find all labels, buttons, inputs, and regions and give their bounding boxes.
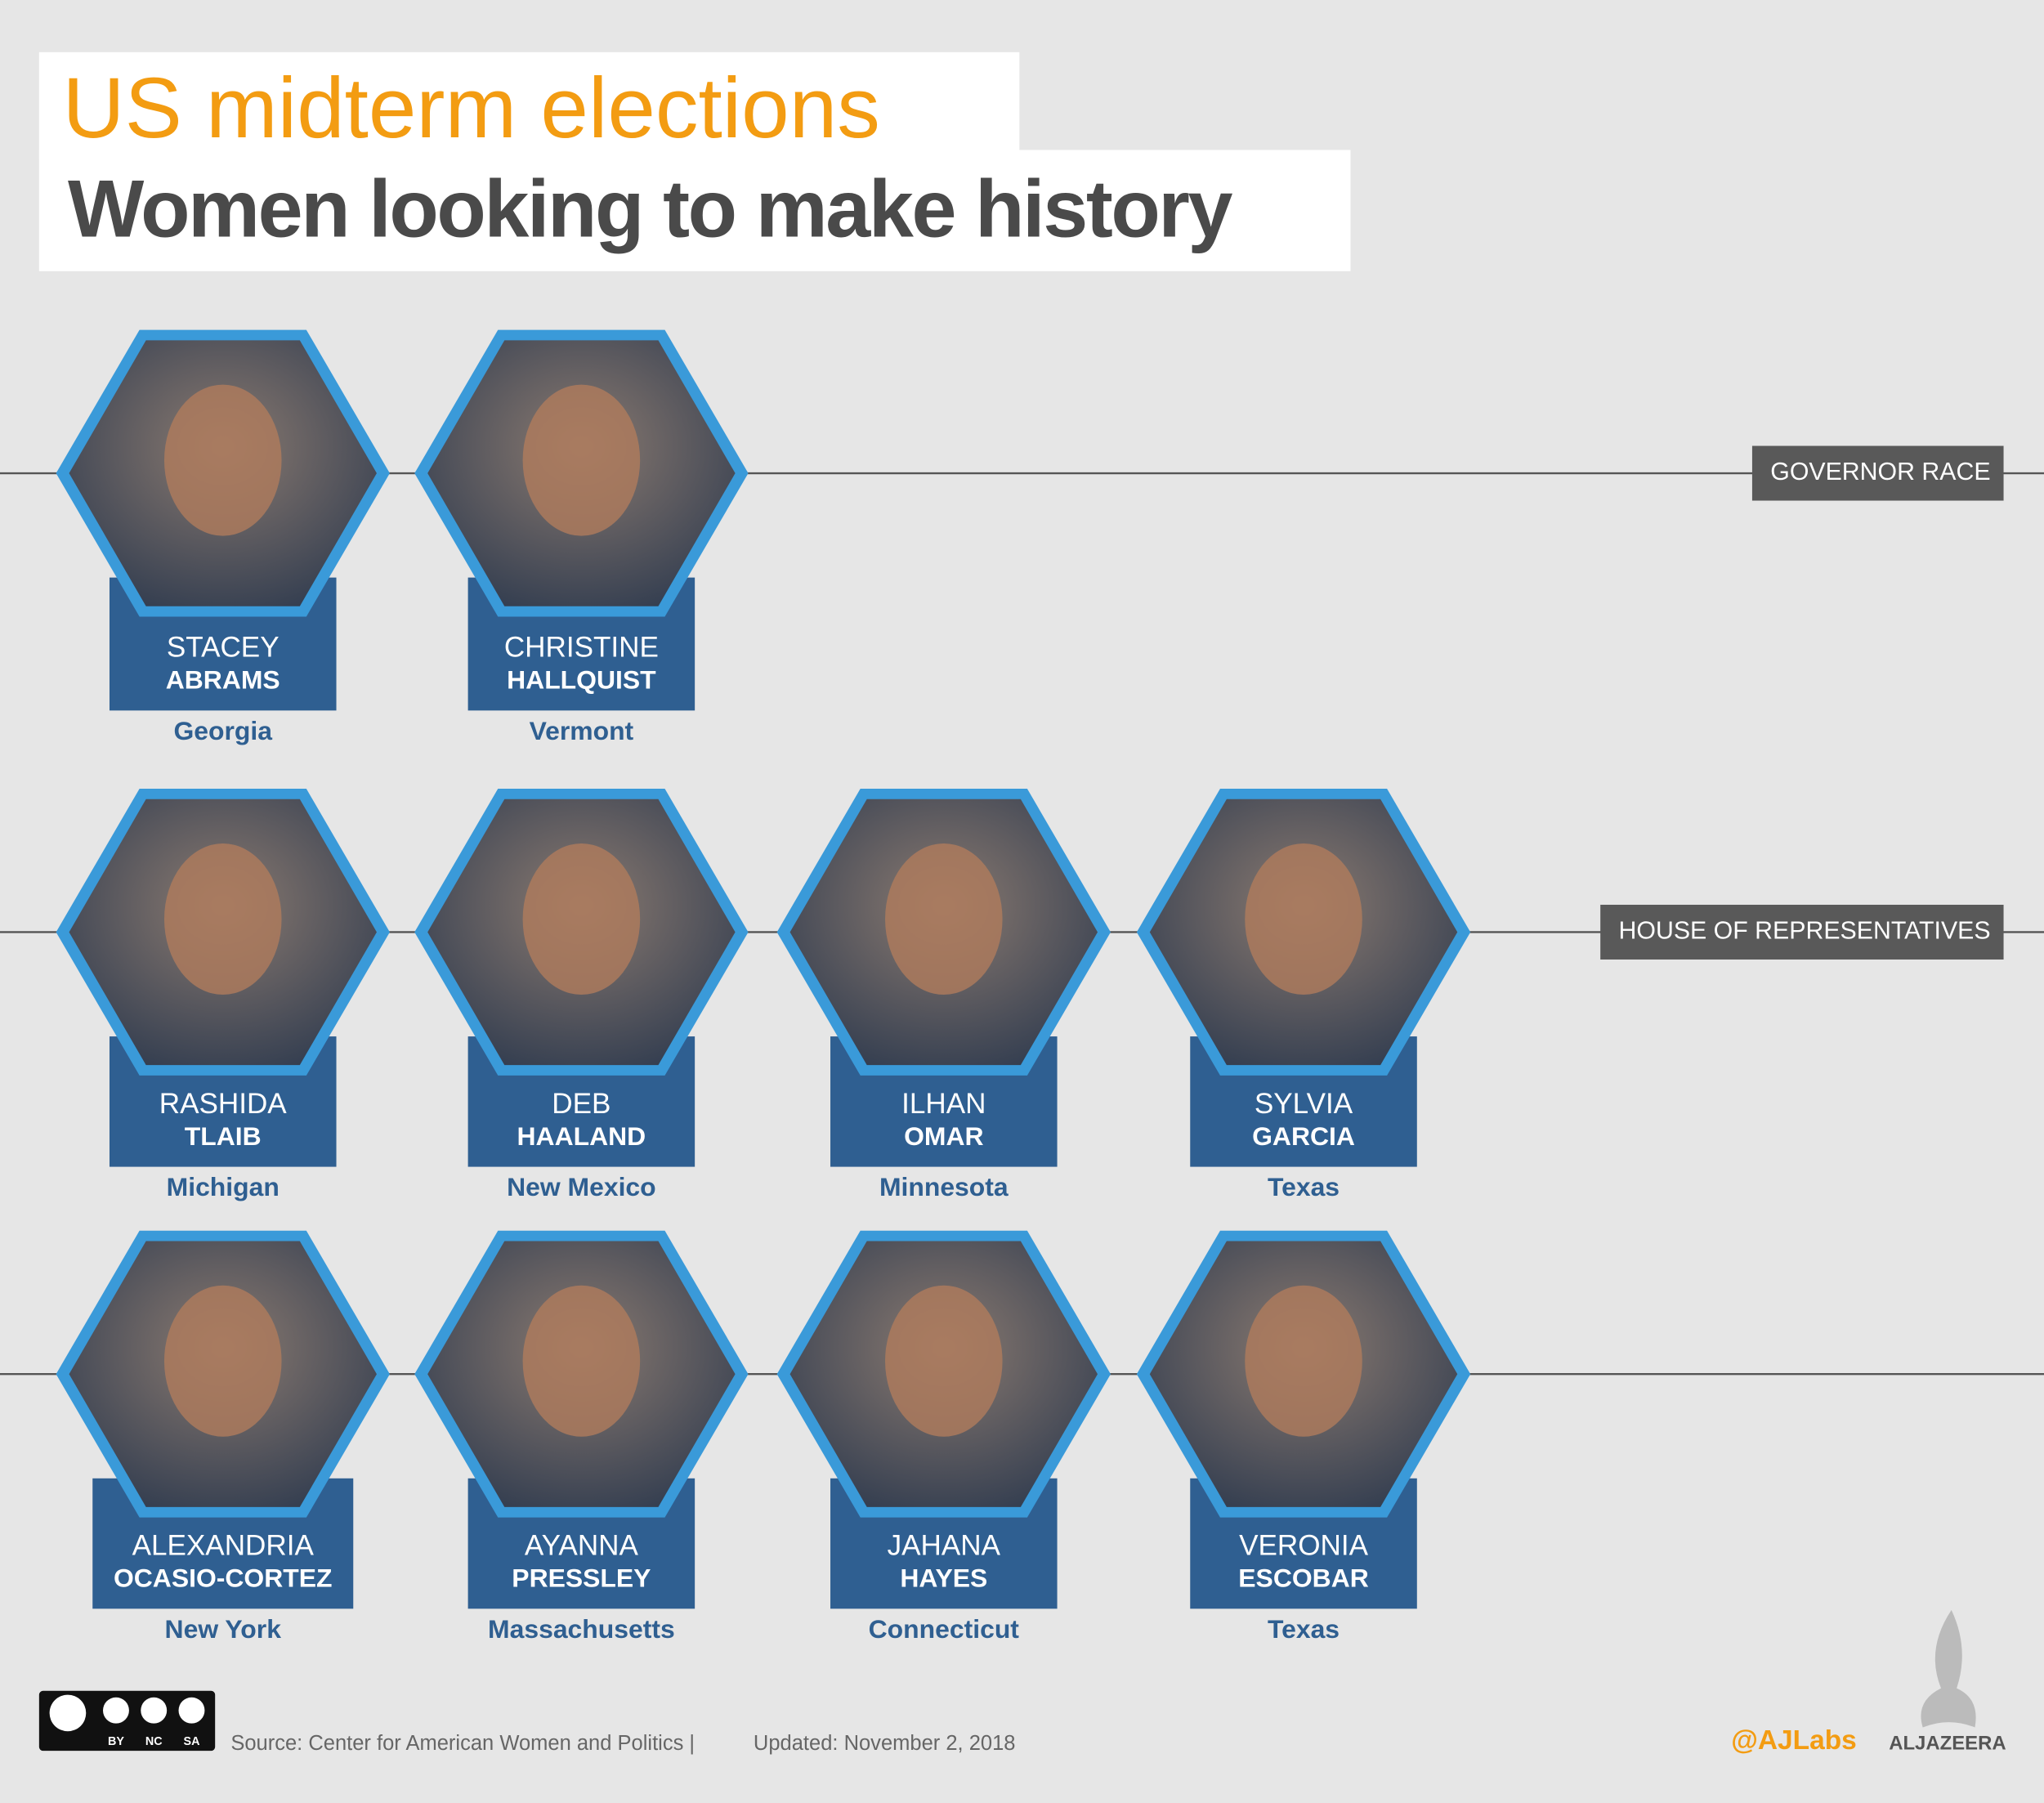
license-label: SA	[183, 1735, 199, 1748]
first-name: ALEXANDRIA	[132, 1530, 315, 1562]
license-label: NC	[145, 1735, 163, 1748]
license-label: BY	[108, 1735, 124, 1748]
subtitle-box	[38, 150, 1351, 271]
rows: GOVERNOR RACE HOUSE OF REPRESENTATIVES STA…	[0, 329, 2044, 1644]
state: Texas	[1268, 1614, 1340, 1644]
last-name: OCASIO-CORTEZ	[114, 1564, 333, 1593]
last-name: ABRAMS	[166, 665, 280, 695]
section-label-box	[1600, 904, 2004, 960]
title-box	[38, 51, 1020, 159]
last-name: TLAIB	[185, 1121, 262, 1151]
section-label: HOUSE OF REPRESENTATIVES	[1600, 904, 2004, 960]
state: New York	[165, 1614, 282, 1644]
last-name: HAYES	[900, 1564, 987, 1593]
photo-face	[1245, 843, 1362, 995]
first-name: JAHANA	[888, 1530, 1001, 1562]
section-label-box	[1751, 445, 2004, 501]
state: Michigan	[167, 1172, 280, 1201]
first-name: VERONIA	[1239, 1530, 1368, 1562]
handle: @AJLabs	[1731, 1725, 1857, 1756]
photo-face	[522, 1285, 641, 1437]
first-name: STACEY	[167, 632, 280, 664]
sa-icon	[178, 1697, 205, 1724]
last-name: HAALAND	[517, 1121, 646, 1151]
last-name: GARCIA	[1252, 1121, 1355, 1151]
updated: Updated: November 2, 2018	[754, 1732, 1016, 1755]
title: US midterm elections	[63, 60, 880, 156]
last-name: HALLQUIST	[507, 665, 656, 695]
by-icon	[103, 1697, 129, 1724]
photo-face	[163, 384, 282, 536]
photo-face	[522, 384, 641, 536]
photo-face	[885, 843, 1003, 995]
first-name: DEB	[552, 1088, 611, 1120]
state: Massachusetts	[488, 1614, 675, 1644]
section-label-text: GOVERNOR RACE	[1770, 459, 1990, 485]
state: Vermont	[530, 716, 634, 745]
first-name: CHRISTINE	[504, 632, 659, 664]
subtitle: Women looking to make history	[68, 163, 1233, 253]
state: Texas	[1268, 1172, 1340, 1201]
photo-face	[1245, 1285, 1362, 1437]
nc-icon	[141, 1697, 168, 1724]
section-label-text: HOUSE OF REPRESENTATIVES	[1619, 917, 1991, 944]
cc-icon	[49, 1694, 87, 1732]
license-labels: BY NC SA	[108, 1735, 199, 1748]
brand: ALJAZEERA	[1889, 1732, 2006, 1754]
last-name: PRESSLEY	[512, 1564, 651, 1593]
last-name: OMAR	[904, 1121, 983, 1151]
photo-face	[885, 1285, 1003, 1437]
source: Source: Center for American Women and Po…	[230, 1732, 695, 1755]
logo	[1921, 1609, 1976, 1728]
state: Georgia	[173, 716, 272, 745]
first-name: ILHAN	[901, 1088, 986, 1120]
first-name: SYLVIA	[1255, 1088, 1353, 1120]
first-name: RASHIDA	[159, 1088, 288, 1120]
state: Connecticut	[869, 1614, 1020, 1644]
photo-face	[163, 1285, 282, 1437]
state: New Mexico	[507, 1172, 656, 1201]
section-label: GOVERNOR RACE	[1751, 445, 2004, 501]
photo-face	[163, 843, 282, 995]
photo-face	[522, 843, 641, 995]
last-name: ESCOBAR	[1238, 1564, 1368, 1593]
first-name: AYANNA	[525, 1530, 639, 1562]
state: Minnesota	[879, 1172, 1009, 1201]
